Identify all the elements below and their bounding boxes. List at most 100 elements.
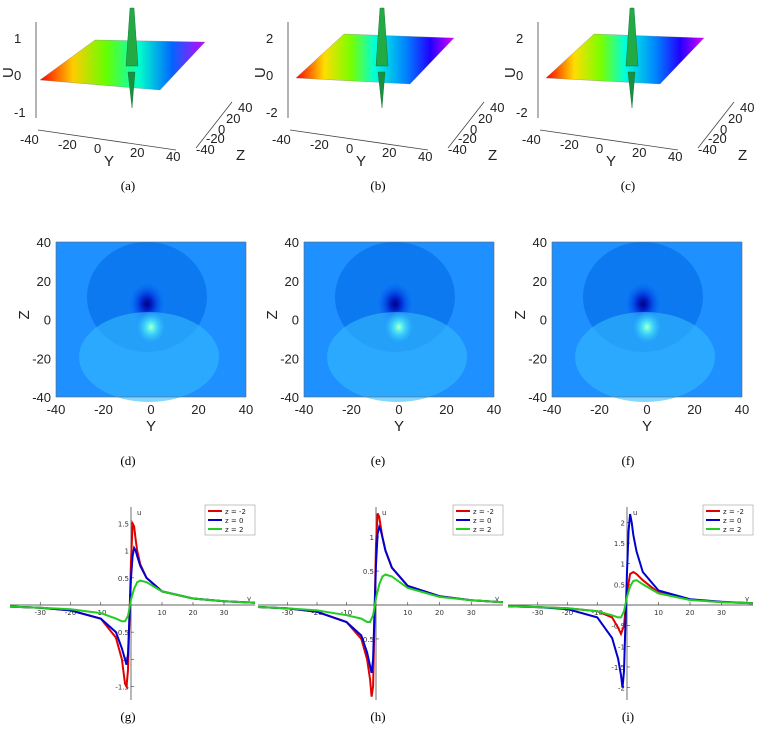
z-tick-label: 40 bbox=[238, 100, 252, 115]
u-tick-label: 0 bbox=[516, 68, 523, 83]
panel-captions: (a) (b) (c) (d) (e) (f) (g) (h) (i) bbox=[120, 178, 635, 724]
surface-spike-down bbox=[627, 71, 636, 109]
surface-plane bbox=[39, 39, 206, 91]
u-tick-label: -1 bbox=[14, 105, 26, 120]
contour-x-tick: 0 bbox=[395, 402, 402, 417]
series-line bbox=[9, 579, 256, 623]
x-tick-label: -20 bbox=[65, 609, 76, 617]
contour-y-tick: -20 bbox=[280, 351, 299, 366]
contour-x-tick: -20 bbox=[342, 402, 361, 417]
contour-core-bottom bbox=[633, 311, 661, 343]
contour-x-label: Y bbox=[394, 418, 404, 435]
y-tick-label: -20 bbox=[560, 137, 579, 152]
contour-core-bottom bbox=[137, 311, 165, 343]
x-tick-label: 20 bbox=[686, 609, 695, 617]
x-tick-label: -20 bbox=[562, 609, 573, 617]
legend-label: z = 2 bbox=[225, 526, 243, 534]
u-tick-label: -2 bbox=[516, 105, 528, 120]
y-tick-label: 1 bbox=[621, 561, 625, 569]
series-line bbox=[507, 513, 754, 688]
contour-plots-row: -40 -20 0 20 40 40 20 0 -20 -40 Y Z -40 -20 0 20 40 40 20 0… bbox=[16, 235, 749, 435]
contour-y-tick: 20 bbox=[533, 274, 547, 289]
z-axis-line bbox=[447, 101, 485, 149]
line-chart-h: y u -30 -20 -10 10 20 30 1 0.5 -0.5 z = -2z = 0z = … bbox=[257, 504, 504, 700]
y-axis-label: Y bbox=[104, 153, 114, 170]
z-axis-line bbox=[697, 101, 735, 149]
x-tick-label: -30 bbox=[35, 609, 46, 617]
legend: z = -2z = 0z = 2 bbox=[204, 504, 256, 536]
u-axis-label: U bbox=[502, 67, 519, 78]
y-tick-label: 0 bbox=[596, 141, 603, 156]
y-tick-label: 40 bbox=[668, 149, 682, 164]
y-axis-label: u bbox=[382, 509, 386, 517]
contour-x-label: Y bbox=[642, 418, 652, 435]
contour-y-tick: 0 bbox=[44, 313, 51, 328]
y-axis-line bbox=[289, 129, 429, 151]
caption-a: (a) bbox=[121, 178, 135, 193]
contour-y-tick: 40 bbox=[37, 235, 51, 250]
series-line bbox=[257, 523, 504, 674]
y-axis-label: u bbox=[633, 509, 637, 517]
z-axis-line bbox=[195, 101, 233, 149]
y-tick-label: -2 bbox=[618, 685, 625, 693]
contour-panel-e: -40 -20 0 20 40 40 20 0 -20 -40 Y Z bbox=[264, 235, 501, 435]
caption-f: (f) bbox=[622, 453, 635, 468]
x-axis-label: y bbox=[495, 595, 499, 603]
y-tick-label: -0.5 bbox=[115, 629, 129, 637]
surface-spike-down bbox=[377, 71, 386, 109]
x-tick-label: 10 bbox=[654, 609, 663, 617]
y-tick-label: 0.5 bbox=[363, 568, 374, 576]
contour-y-tick: -40 bbox=[32, 390, 51, 405]
line-chart-g: yu-30 -20 -10 10 20 301.510.5-0.5-1-1.5z = -2… bbox=[9, 504, 256, 700]
legend-label: z = 2 bbox=[473, 526, 491, 534]
x-axis-label: y bbox=[247, 595, 251, 603]
x-tick-label: -10 bbox=[341, 609, 352, 617]
y-tick-label: 20 bbox=[382, 145, 396, 160]
contour-x-tick: 20 bbox=[191, 402, 205, 417]
z-tick-label: -40 bbox=[196, 142, 215, 157]
y-tick-label: 1.5 bbox=[614, 540, 625, 548]
contour-y-tick: 0 bbox=[540, 313, 547, 328]
y-tick-label: -1.5 bbox=[115, 683, 129, 691]
y-tick-label: 0 bbox=[94, 141, 101, 156]
y-axis-line bbox=[539, 129, 679, 151]
y-tick-label: 40 bbox=[166, 149, 180, 164]
x-axis-label: y bbox=[745, 595, 749, 603]
u-tick-label: 2 bbox=[516, 31, 523, 46]
caption-i: (i) bbox=[622, 709, 634, 724]
y-tick-label: 2 bbox=[621, 519, 625, 527]
contour-light-lobe bbox=[327, 312, 467, 402]
y-tick-label: 0.5 bbox=[614, 581, 625, 589]
z-tick-label: 40 bbox=[490, 100, 504, 115]
contour-x-label: Y bbox=[146, 418, 156, 435]
z-tick-label: 0 bbox=[720, 122, 727, 137]
legend-label: z = -2 bbox=[473, 508, 494, 516]
contour-y-tick: 40 bbox=[533, 235, 547, 250]
caption-h: (h) bbox=[370, 709, 385, 724]
contour-y-tick: -40 bbox=[528, 390, 547, 405]
contour-y-tick: 0 bbox=[292, 313, 299, 328]
contour-x-tick: 20 bbox=[687, 402, 701, 417]
u-tick-label: 0 bbox=[14, 68, 21, 83]
legend-label: z = 0 bbox=[473, 517, 491, 525]
x-tick-label: -10 bbox=[592, 609, 603, 617]
surface-plane bbox=[295, 33, 455, 85]
y-tick-label: -40 bbox=[272, 132, 291, 147]
u-tick-label: 0 bbox=[266, 68, 273, 83]
contour-x-tick: 40 bbox=[735, 402, 749, 417]
contour-x-tick: -20 bbox=[94, 402, 113, 417]
y-axis-line bbox=[37, 129, 177, 151]
contour-y-tick: 20 bbox=[285, 274, 299, 289]
y-axis-label: Y bbox=[356, 153, 366, 170]
contour-core-bottom bbox=[385, 311, 413, 343]
y-tick-label: 1 bbox=[370, 534, 374, 542]
y-tick-label: 20 bbox=[632, 145, 646, 160]
contour-frame bbox=[303, 241, 495, 398]
legend: z = -2z = 0z = 2 bbox=[702, 504, 754, 536]
caption-g: (g) bbox=[120, 709, 135, 724]
contour-x-tick: -40 bbox=[543, 402, 562, 417]
